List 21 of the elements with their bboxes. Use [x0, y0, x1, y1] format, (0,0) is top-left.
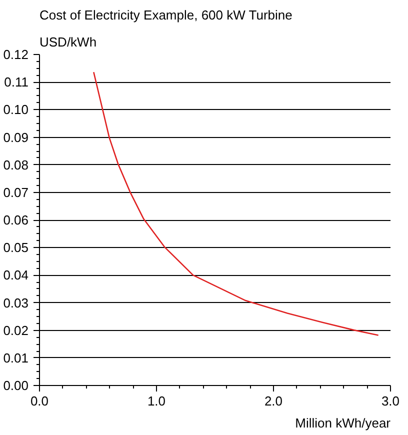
y-tick-label: 0.08 — [3, 157, 29, 172]
line-series — [93, 72, 379, 336]
x-axis-title: Million kWh/year — [295, 416, 392, 430]
y-axis-title: USD/kWh — [40, 34, 97, 50]
y-tick-label: 0.03 — [3, 295, 29, 310]
y-tick-label: 0.07 — [3, 184, 29, 200]
y-tick-label: 0.02 — [3, 322, 29, 338]
y-tick-label: 0.05 — [3, 240, 29, 256]
y-tick-label: 0.10 — [3, 102, 29, 118]
y-tick-label: 0.12 — [3, 47, 29, 62]
y-tick-label: 0.06 — [3, 212, 29, 228]
y-tick-label: 0.04 — [3, 268, 29, 283]
x-tick-label: 3.0 — [381, 394, 400, 408]
chart-title: Cost of Electricity Example, 600 kW Turbine — [40, 8, 292, 22]
y-tick-label: 0.01 — [3, 350, 29, 366]
x-tick-label: 0.0 — [30, 394, 49, 408]
y-tick-label: 0.11 — [4, 74, 29, 90]
x-tick-label: 2.0 — [264, 394, 283, 408]
y-tick-label: 0.09 — [3, 130, 29, 145]
x-tick-label: 1.0 — [147, 394, 166, 408]
y-tick-label: 0.00 — [3, 378, 29, 393]
